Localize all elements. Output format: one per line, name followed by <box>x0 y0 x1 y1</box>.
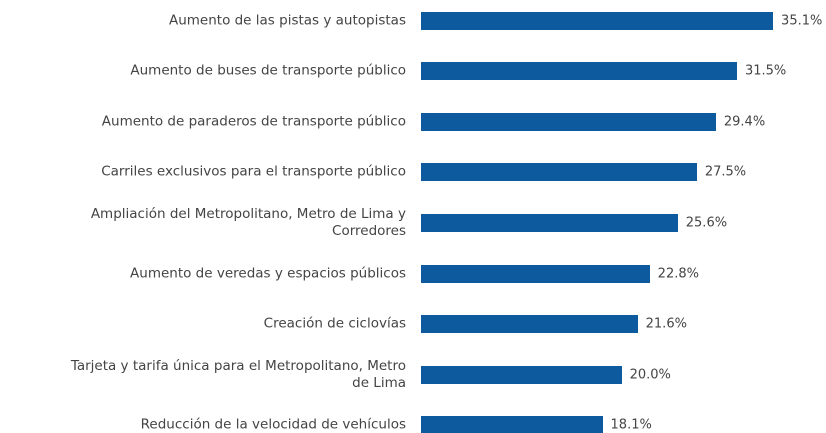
value-label: 27.5% <box>704 164 747 180</box>
bar <box>421 416 603 433</box>
category-label: Aumento de las pistas y autopistas <box>168 12 406 28</box>
value-label: 31.5% <box>744 63 787 79</box>
value-label: 22.8% <box>657 266 699 281</box>
bar <box>421 163 697 182</box>
category-label: Aumento de buses de transporte público <box>130 62 406 79</box>
bar <box>421 112 716 131</box>
bar <box>421 213 678 232</box>
bar <box>421 365 622 384</box>
value-label: 35.1% <box>781 13 823 28</box>
bar <box>421 62 737 81</box>
value-label: 21.6% <box>645 316 687 332</box>
category-label: Ampliación del Metropolitano, Metro de L… <box>90 205 406 239</box>
value-label: 25.6% <box>685 215 728 231</box>
bar <box>421 264 650 283</box>
bar <box>421 315 638 334</box>
category-label: Tarjeta y tarifa única para el Metropoli… <box>70 357 406 391</box>
bar <box>421 11 774 30</box>
category-label: Aumento de paraderos de transporte públi… <box>101 113 406 130</box>
value-label: 18.1% <box>610 417 652 433</box>
value-label: 29.4% <box>723 114 766 130</box>
category-label: Creación de ciclovías <box>263 315 406 332</box>
category-label: Aumento de veredas y espacios públicos <box>130 265 406 281</box>
value-label: 20.0% <box>629 367 671 383</box>
category-label: Reducción de la velocidad de vehículos <box>140 416 406 433</box>
category-label: Carriles exclusivos para el transporte p… <box>101 163 406 180</box>
